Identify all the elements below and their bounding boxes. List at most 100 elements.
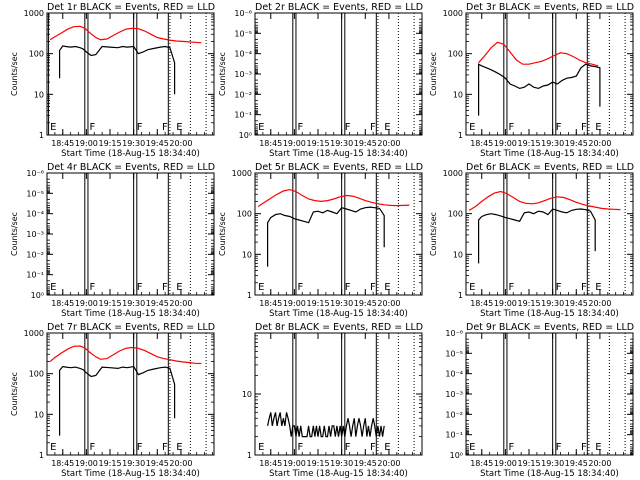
y-tick-label: 10⁻⁵ <box>234 29 252 38</box>
x-tick-label: 20:00 <box>377 139 400 148</box>
plot-frame <box>46 12 215 136</box>
x-tick-label: 19:00 <box>494 299 517 308</box>
x-tick-label: 18:45 <box>259 299 282 308</box>
y-tick-label: 10 <box>453 90 463 99</box>
x-tick-label: 19:45 <box>354 139 377 148</box>
plot-frame <box>254 172 423 296</box>
y-tick-label: 10⁻¹ <box>234 111 252 120</box>
y-tick-label: 10 <box>242 250 252 259</box>
x-axis-label: Start Time (18-Aug-15 18:34:40) <box>61 149 200 159</box>
flag-label: E <box>258 122 264 133</box>
y-tick-label: 10⁻⁶ <box>26 169 44 178</box>
x-tick-label: 19:15 <box>517 299 540 308</box>
flag-label: F <box>137 282 143 293</box>
x-tick-label: 18:45 <box>51 459 74 468</box>
x-tick-label: 18:45 <box>470 139 493 148</box>
x-tick-label: 19:30 <box>122 459 145 468</box>
flag-label: F <box>370 442 376 453</box>
plot-frame <box>465 12 634 136</box>
y-tick-label: 1 <box>39 451 44 460</box>
x-axis-label: Start Time (18-Aug-15 18:34:40) <box>269 469 408 479</box>
x-axis-label: Start Time (18-Aug-15 18:34:40) <box>61 469 200 479</box>
flag-label: F <box>137 122 143 133</box>
y-tick-label: 10⁻⁶ <box>445 329 463 338</box>
flag-label: E <box>50 122 56 133</box>
y-tick-label: 1 <box>458 131 463 140</box>
x-tick-label: 19:30 <box>122 139 145 148</box>
flag-label: F <box>556 122 562 133</box>
x-tick-label: 19:00 <box>494 459 517 468</box>
y-tick-label: 10⁻⁴ <box>234 50 252 59</box>
y-tick-label: 10⁻⁵ <box>445 349 463 358</box>
flag-label: F <box>509 122 515 133</box>
flag-label: E <box>384 282 390 293</box>
flag-label: E <box>176 442 182 453</box>
flag-label: E <box>176 122 182 133</box>
y-tick-label: 1000 <box>24 329 44 338</box>
lld-series-line <box>49 345 202 365</box>
x-tick-label: 19:00 <box>75 139 98 148</box>
y-tick-label: 1 <box>247 291 252 300</box>
x-tick-label: 19:15 <box>306 459 329 468</box>
flag-label: F <box>556 442 562 453</box>
y-tick-label: 100 <box>448 210 463 219</box>
y-tick-label: 10⁻³ <box>234 70 252 79</box>
flag-label: F <box>509 282 515 293</box>
flag-label: E <box>50 442 56 453</box>
y-tick-label: 1 <box>247 451 252 460</box>
x-tick-label: 20:00 <box>588 299 611 308</box>
y-axis-label: Counts/sec <box>429 212 438 256</box>
flag-label: F <box>298 282 304 293</box>
lld-series-line <box>468 190 621 211</box>
y-tick-label: 100 <box>448 50 463 59</box>
x-tick-label: 19:15 <box>517 139 540 148</box>
flag-label: F <box>162 122 168 133</box>
events-series-line <box>58 365 176 436</box>
chart-title: Det 5r BLACK = Events, RED = LLD <box>255 162 423 173</box>
plot-frame <box>254 332 423 456</box>
x-axis-label: Start Time (18-Aug-15 18:34:40) <box>61 309 200 319</box>
flag-label: E <box>595 442 601 453</box>
flag-label: F <box>162 442 168 453</box>
x-tick-label: 19:00 <box>75 459 98 468</box>
events-series-line <box>478 63 601 116</box>
y-tick-label: 10⁻⁶ <box>234 9 252 18</box>
y-tick-label: 10 <box>453 250 463 259</box>
flag-label: E <box>384 442 390 453</box>
x-tick-label: 19:30 <box>330 459 353 468</box>
x-tick-label: 19:15 <box>517 459 540 468</box>
x-tick-label: 19:30 <box>541 459 564 468</box>
events-series-line <box>267 412 385 438</box>
y-axis-label: Counts/sec <box>429 52 438 96</box>
y-tick-label: 1 <box>458 291 463 300</box>
flag-label: F <box>370 282 376 293</box>
flag-label: E <box>258 282 264 293</box>
x-tick-label: 19:45 <box>354 299 377 308</box>
x-tick-label: 19:00 <box>283 139 306 148</box>
lld-series-line <box>257 188 410 207</box>
flag-label: F <box>162 282 168 293</box>
x-tick-label: 20:00 <box>169 299 192 308</box>
x-tick-label: 19:45 <box>146 299 169 308</box>
flag-label: E <box>469 122 475 133</box>
chart-title: Det 1r BLACK = Events, RED = LLD <box>47 2 215 13</box>
x-tick-label: 19:45 <box>565 139 588 148</box>
x-tick-label: 19:30 <box>541 299 564 308</box>
y-tick-label: 1 <box>39 131 44 140</box>
y-tick-label: 10⁻³ <box>26 230 44 239</box>
flag-label: E <box>176 282 182 293</box>
x-tick-label: 19:15 <box>306 299 329 308</box>
x-tick-label: 20:00 <box>377 459 400 468</box>
y-tick-label: 10⁻³ <box>445 390 463 399</box>
chart-title: Det 9r BLACK = Events, RED = LLD <box>466 322 634 333</box>
plot-frame <box>46 332 215 456</box>
x-tick-label: 19:45 <box>565 299 588 308</box>
x-tick-label: 19:30 <box>330 139 353 148</box>
y-tick-label: 10⁻⁴ <box>26 210 44 219</box>
y-tick-label: 10⁻¹ <box>26 271 44 280</box>
chart-title: Det 2r BLACK = Events, RED = LLD <box>255 2 423 13</box>
y-axis-label: Counts/sec <box>10 372 19 416</box>
